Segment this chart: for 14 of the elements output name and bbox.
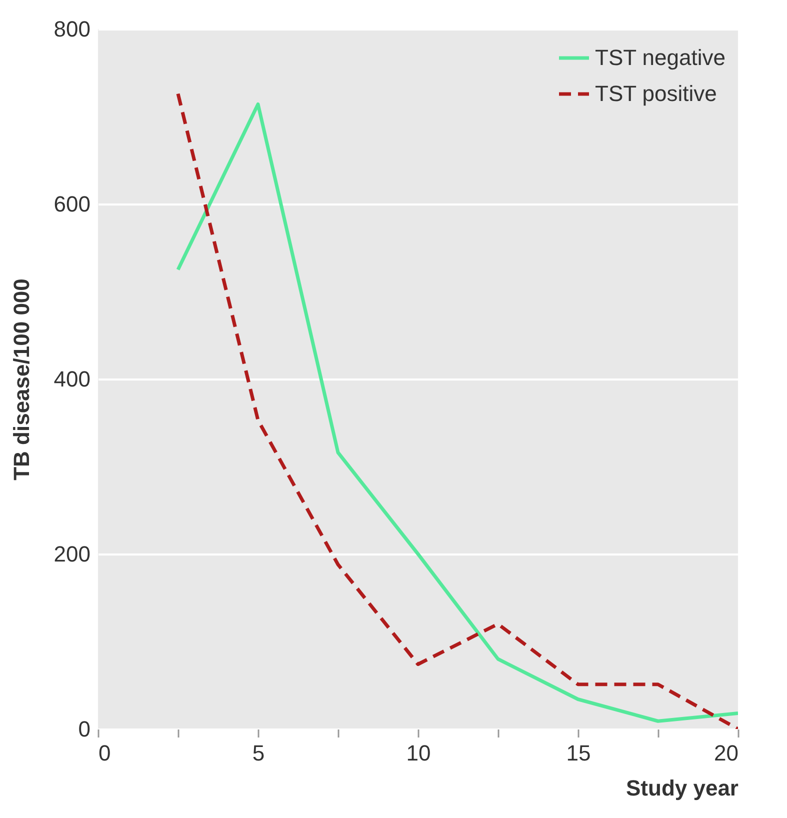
legend-label: TST negative <box>595 45 726 70</box>
legend-label: TST positive <box>595 81 717 106</box>
y-tick-label: 800 <box>54 16 90 42</box>
y-tick-label: 200 <box>54 542 90 566</box>
y-tick-label: 400 <box>54 366 90 392</box>
x-axis-title: Study year <box>626 776 739 800</box>
x-tick-label: 10 <box>406 740 431 766</box>
x-tick-label: 5 <box>252 740 265 766</box>
x-tick-label: 20 <box>714 740 738 766</box>
x-tick-label: 0 <box>98 740 111 766</box>
y-axis-title: TB disease/100 000 <box>8 278 34 480</box>
y-tick-label: 0 <box>78 716 90 742</box>
x-tick-label: 15 <box>566 740 591 766</box>
y-tick-label: 600 <box>54 192 90 216</box>
